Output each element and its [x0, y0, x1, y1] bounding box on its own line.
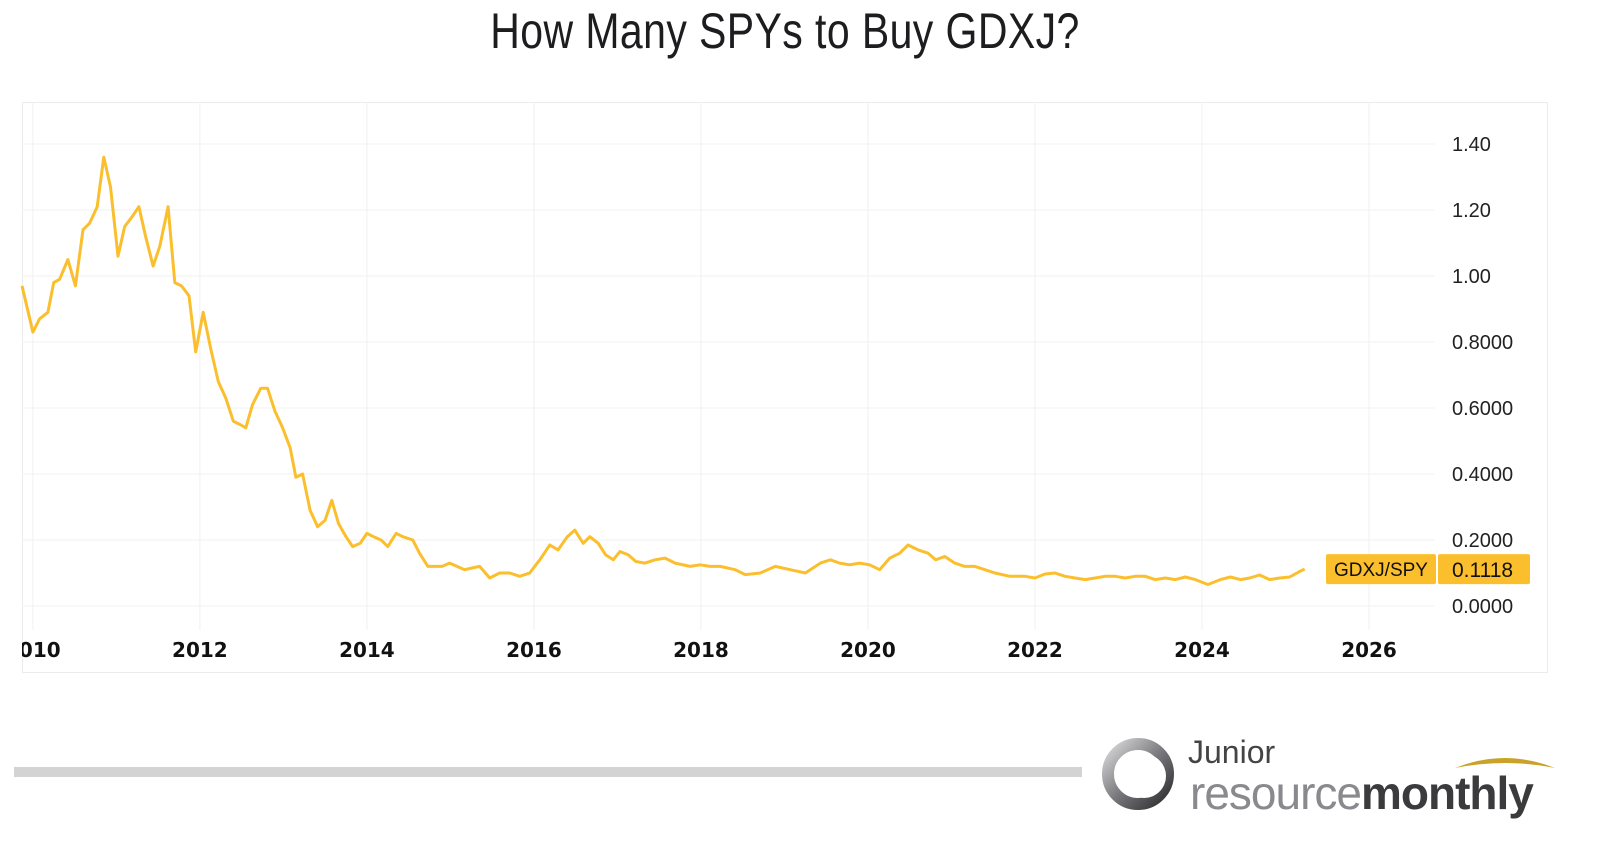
pickaxe-icon: [1455, 758, 1555, 768]
x-tick-label: 2018: [673, 638, 729, 662]
series-line-gdxj-spy: [20, 155, 1306, 586]
ring-logo-icon: [1102, 738, 1174, 810]
logo-resource: resource: [1190, 767, 1362, 819]
junior-resource-monthly-logo: Junior resourcemonthly: [1100, 730, 1570, 830]
y-tick-label: 0.8000: [1452, 332, 1513, 354]
x-tick-label: 2016: [506, 638, 562, 662]
y-tick-label: 1.40: [1452, 134, 1491, 156]
logo-resource-monthly: resourcemonthly: [1190, 766, 1534, 820]
x-tick-label: 2012: [172, 638, 228, 662]
edge-mask: [0, 630, 22, 670]
y-tick-label: 1.00: [1452, 266, 1491, 288]
chart: 0.0000 0.2000 0.4000 0.6000 0.8000 1.00 1.20 1.…: [0, 102, 1548, 673]
y-tick-label: 0.0000: [1452, 596, 1513, 618]
y-tick-label: 0.6000: [1452, 398, 1513, 420]
x-tick-label: 2024: [1174, 638, 1230, 662]
x-tick-label: 2020: [840, 638, 896, 662]
logo-monthly: monthly: [1360, 767, 1534, 819]
chart-title: How Many SPYs to Buy GDXJ?: [490, 3, 1080, 59]
series-name-badge: [1326, 554, 1436, 585]
series-name-label: GDXJ/SPY: [1334, 560, 1428, 581]
y-tick-label: 1.20: [1452, 200, 1491, 222]
logo-junior: Junior: [1188, 734, 1276, 770]
last-value-label: 0.1118: [1452, 559, 1513, 582]
x-tick-label: 2014: [339, 638, 395, 662]
y-tick-label: 0.4000: [1452, 464, 1513, 486]
last-value-badge: [1438, 554, 1530, 585]
x-tick-label: 2022: [1007, 638, 1063, 662]
y-tick-label: 0.2000: [1452, 530, 1513, 552]
plot-frame: [22, 102, 1548, 673]
x-tick-label: 2026: [1341, 638, 1397, 662]
scrollbar-track: [14, 767, 1082, 777]
